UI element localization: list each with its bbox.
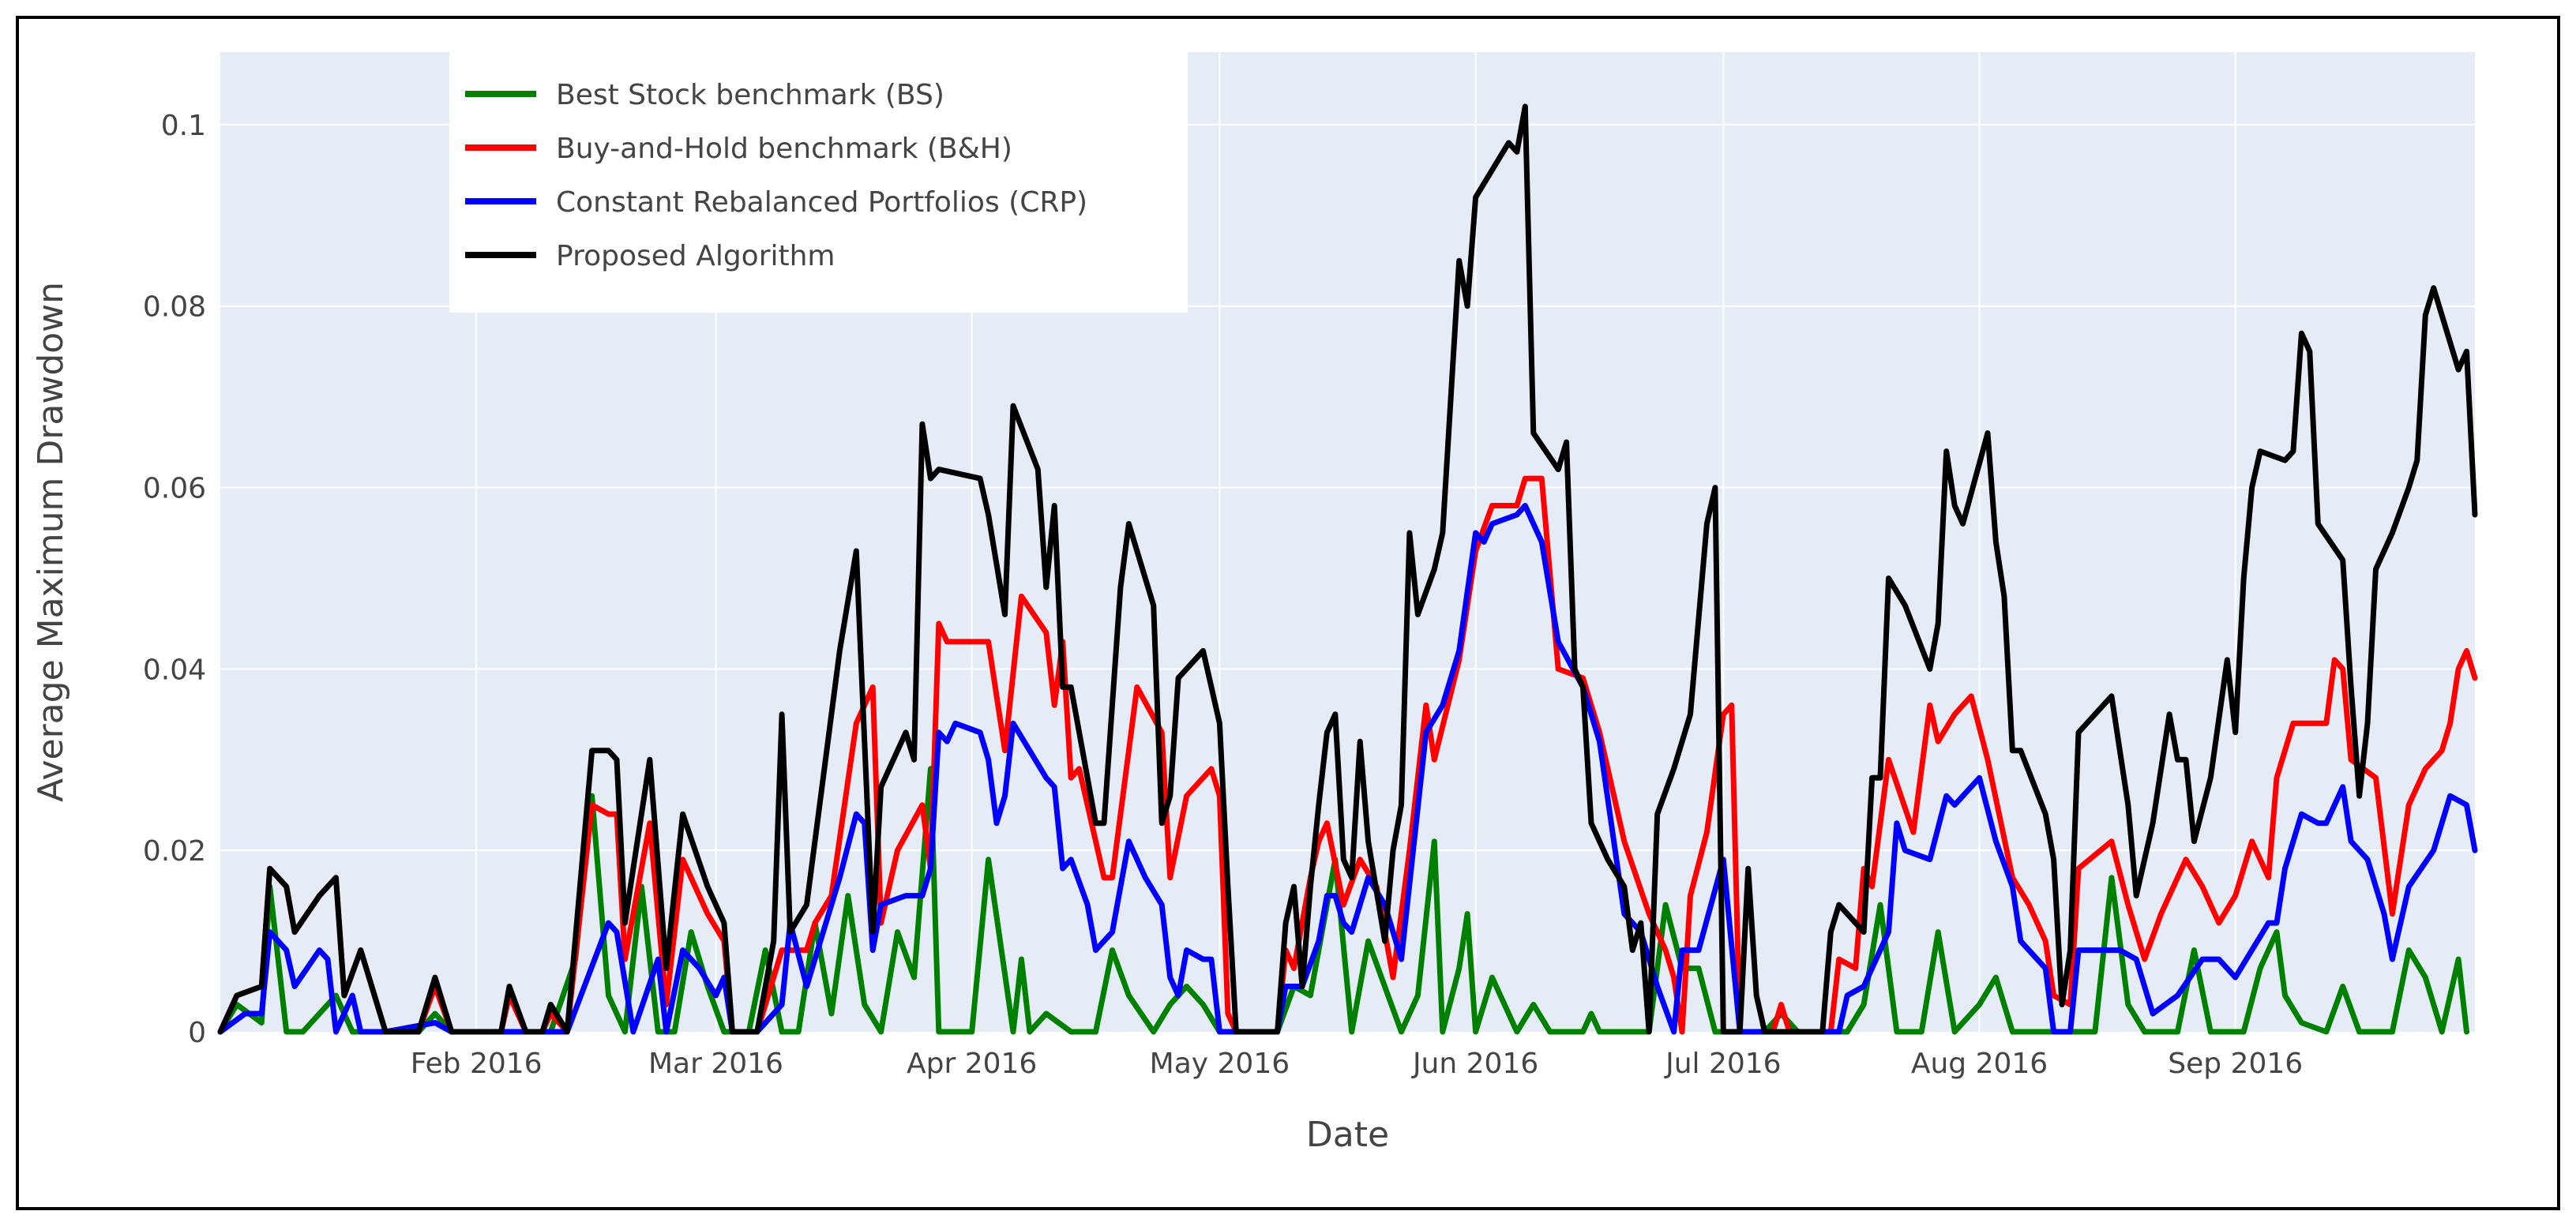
x-tick-label: May 2016 [1150, 1048, 1290, 1080]
x-tick-label: Aug 2016 [1911, 1048, 2048, 1080]
legend-item[interactable]: Best Stock benchmark (BS) [465, 79, 944, 111]
series-line-3 [217, 503, 2478, 1035]
y-tick-label: 0.02 [143, 835, 206, 868]
legend-item[interactable]: Buy-and-Hold benchmark (B&H) [465, 133, 1012, 165]
figure-frame: 0 0.02 0.04 0.06 0.08 0.1 Feb 2016 Mar 2016 Apr… [16, 16, 2560, 1210]
legend-item[interactable]: Constant Rebalanced Portfolios (CRP) [465, 186, 1087, 219]
series-line-2 [217, 475, 2478, 1035]
legend-background [449, 52, 1188, 313]
x-axis-ticks: Feb 2016 Mar 2016 Apr 2016 May 2016 Jun 2016… [411, 1048, 2303, 1080]
y-tick-label: 0 [188, 1017, 206, 1049]
legend-label: Buy-and-Hold benchmark (B&H) [556, 133, 1012, 165]
legend-label: Best Stock benchmark (BS) [556, 79, 944, 111]
y-tick-label: 0.06 [143, 473, 206, 505]
x-axis-title: Date [1306, 1115, 1389, 1155]
x-tick-label: Feb 2016 [411, 1048, 543, 1080]
y-tick-label: 0.1 [161, 110, 206, 142]
x-tick-label: Jun 2016 [1411, 1048, 1538, 1080]
legend-item[interactable]: Proposed Algorithm [465, 240, 836, 272]
x-tick-label: Mar 2016 [648, 1048, 783, 1080]
legend-items: Best Stock benchmark (BS) Buy-and-Hold be… [465, 79, 1087, 272]
series-line-1 [217, 766, 2469, 1035]
series-line-4 [217, 103, 2478, 1035]
series-lines [217, 103, 2478, 1035]
x-tick-label: Jul 2016 [1664, 1048, 1782, 1080]
legend-label: Proposed Algorithm [556, 240, 836, 272]
line-chart: 0 0.02 0.04 0.06 0.08 0.1 Feb 2016 Mar 2016 Apr… [31, 52, 2478, 1155]
y-axis-title: Average Maximum Drawdown [31, 282, 71, 802]
legend[interactable]: Best Stock benchmark (BS) Buy-and-Hold be… [449, 52, 1188, 313]
y-tick-label: 0.08 [143, 291, 206, 324]
y-axis-ticks: 0 0.02 0.04 0.06 0.08 0.1 [143, 110, 206, 1049]
legend-label: Constant Rebalanced Portfolios (CRP) [556, 186, 1087, 219]
x-tick-label: Apr 2016 [907, 1048, 1037, 1080]
y-tick-label: 0.04 [143, 654, 206, 686]
x-tick-label: Sep 2016 [2168, 1048, 2303, 1080]
